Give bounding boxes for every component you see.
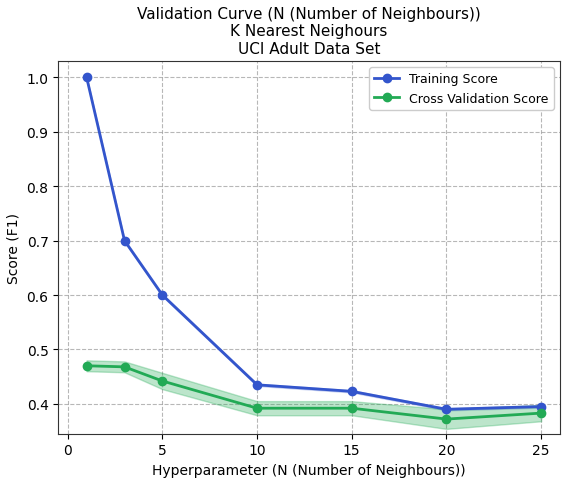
Training Score [83, 76, 90, 81]
Line: Training Score: Training Score [82, 74, 545, 414]
Cross Validation Score [538, 410, 544, 416]
Cross Validation Score [443, 416, 450, 422]
Training Score [121, 238, 128, 244]
Y-axis label: Score (F1): Score (F1) [7, 212, 21, 283]
Training Score [443, 407, 450, 412]
Training Score [253, 382, 260, 388]
Cross Validation Score [159, 378, 166, 384]
Training Score [538, 404, 544, 409]
Training Score [348, 389, 355, 394]
Cross Validation Score [348, 406, 355, 411]
Title: Validation Curve (N (Number of Neighbours))
K Nearest Neighours
UCI Adult Data S: Validation Curve (N (Number of Neighbour… [137, 7, 481, 57]
Cross Validation Score [83, 363, 90, 369]
Line: Cross Validation Score: Cross Validation Score [82, 362, 545, 424]
Legend: Training Score, Cross Validation Score: Training Score, Cross Validation Score [370, 68, 554, 110]
Training Score [159, 292, 166, 298]
Cross Validation Score [253, 406, 260, 411]
X-axis label: Hyperparameter (N (Number of Neighbours)): Hyperparameter (N (Number of Neighbours)… [153, 463, 466, 477]
Cross Validation Score [121, 364, 128, 370]
